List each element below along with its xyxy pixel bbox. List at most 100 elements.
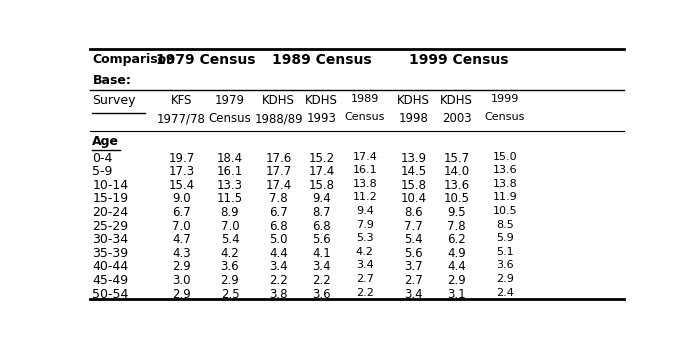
Text: 3.7: 3.7 [404,260,422,273]
Text: 2.5: 2.5 [221,288,239,301]
Text: Census: Census [345,112,385,122]
Text: 3.4: 3.4 [404,288,422,301]
Text: 10.4: 10.4 [400,192,427,205]
Text: 2.9: 2.9 [447,274,466,287]
Text: 7.8: 7.8 [269,192,288,205]
Text: 1999: 1999 [491,94,519,104]
Text: 4.7: 4.7 [172,233,191,246]
Text: 8.5: 8.5 [496,220,514,230]
Text: 3.1: 3.1 [447,288,466,301]
Text: 6.7: 6.7 [269,206,288,219]
Text: 2.9: 2.9 [172,288,191,301]
Text: 2.2: 2.2 [313,274,331,287]
Text: 4.3: 4.3 [172,247,191,260]
Text: 2.9: 2.9 [221,274,239,287]
Text: 5.4: 5.4 [221,233,239,246]
Text: 9.5: 9.5 [447,206,466,219]
Text: 3.0: 3.0 [172,274,191,287]
Text: 17.3: 17.3 [168,165,194,178]
Text: 15.4: 15.4 [168,179,194,192]
Text: 15.7: 15.7 [443,152,470,165]
Text: 5.3: 5.3 [356,233,374,243]
Text: 4.2: 4.2 [221,247,239,260]
Text: 16.1: 16.1 [352,165,377,175]
Text: 45-49: 45-49 [93,274,129,287]
Text: 16.1: 16.1 [217,165,243,178]
Text: 13.8: 13.8 [493,179,517,189]
Text: 11.9: 11.9 [493,192,517,202]
Text: 2.9: 2.9 [496,274,514,284]
Text: 3.4: 3.4 [313,260,331,273]
Text: 17.4: 17.4 [265,179,292,192]
Text: 14.0: 14.0 [443,165,470,178]
Text: 2.2: 2.2 [356,288,374,298]
Text: 3.6: 3.6 [221,260,239,273]
Text: Comparison: Comparison [93,53,175,66]
Text: 14.5: 14.5 [400,165,427,178]
Text: 1979: 1979 [215,94,245,107]
Text: 3.4: 3.4 [269,260,288,273]
Text: 3.6: 3.6 [313,288,331,301]
Text: KDHS: KDHS [397,94,429,107]
Text: 2.2: 2.2 [269,274,288,287]
Text: 5.0: 5.0 [269,233,287,246]
Text: 35-39: 35-39 [93,247,129,260]
Text: 1989: 1989 [351,94,379,104]
Text: 4.4: 4.4 [269,247,288,260]
Text: Survey: Survey [93,94,136,107]
Text: 2.7: 2.7 [404,274,422,287]
Text: 13.8: 13.8 [352,179,377,189]
Text: 20-24: 20-24 [93,206,129,219]
Text: 1988/89: 1988/89 [254,112,303,125]
Text: KDHS: KDHS [262,94,295,107]
Text: 13.6: 13.6 [493,165,517,175]
Text: 6.2: 6.2 [447,233,466,246]
Text: Census: Census [209,112,251,125]
Text: 6.8: 6.8 [269,220,288,233]
Text: Base:: Base: [93,73,132,86]
Text: 0-4: 0-4 [93,152,113,165]
Text: 3.4: 3.4 [356,260,374,270]
Text: 17.6: 17.6 [265,152,292,165]
Text: 6.8: 6.8 [313,220,331,233]
Text: 11.2: 11.2 [352,192,377,202]
Text: 5.4: 5.4 [404,233,422,246]
Text: KDHS: KDHS [440,94,473,107]
Text: 6.7: 6.7 [172,206,191,219]
Text: KDHS: KDHS [306,94,338,107]
Text: 15.0: 15.0 [493,152,517,162]
Text: 40-44: 40-44 [93,260,129,273]
Text: 8.7: 8.7 [313,206,331,219]
Text: 4.9: 4.9 [447,247,466,260]
Text: 2.9: 2.9 [172,260,191,273]
Text: 25-29: 25-29 [93,220,129,233]
Text: 11.5: 11.5 [217,192,243,205]
Text: 17.4: 17.4 [308,165,335,178]
Text: 4.1: 4.1 [313,247,331,260]
Text: 7.0: 7.0 [172,220,191,233]
Text: 7.7: 7.7 [404,220,422,233]
Text: 5.6: 5.6 [404,247,422,260]
Text: 9.4: 9.4 [356,206,374,216]
Text: 4.4: 4.4 [447,260,466,273]
Text: 50-54: 50-54 [93,288,129,301]
Text: 15-19: 15-19 [93,192,129,205]
Text: 1993: 1993 [307,112,337,125]
Text: 10.5: 10.5 [443,192,470,205]
Text: 7.9: 7.9 [356,220,374,230]
Text: 5-9: 5-9 [93,165,113,178]
Text: 5.6: 5.6 [313,233,331,246]
Text: 1998: 1998 [398,112,428,125]
Text: 7.8: 7.8 [447,220,466,233]
Text: 17.7: 17.7 [265,165,292,178]
Text: 4.2: 4.2 [356,247,374,257]
Text: 9.4: 9.4 [313,192,331,205]
Text: 9.0: 9.0 [172,192,191,205]
Text: 15.2: 15.2 [308,152,335,165]
Text: 8.9: 8.9 [221,206,239,219]
Text: 8.6: 8.6 [404,206,422,219]
Text: 13.3: 13.3 [217,179,243,192]
Text: 2003: 2003 [442,112,471,125]
Text: 13.9: 13.9 [400,152,427,165]
Text: 3.8: 3.8 [269,288,287,301]
